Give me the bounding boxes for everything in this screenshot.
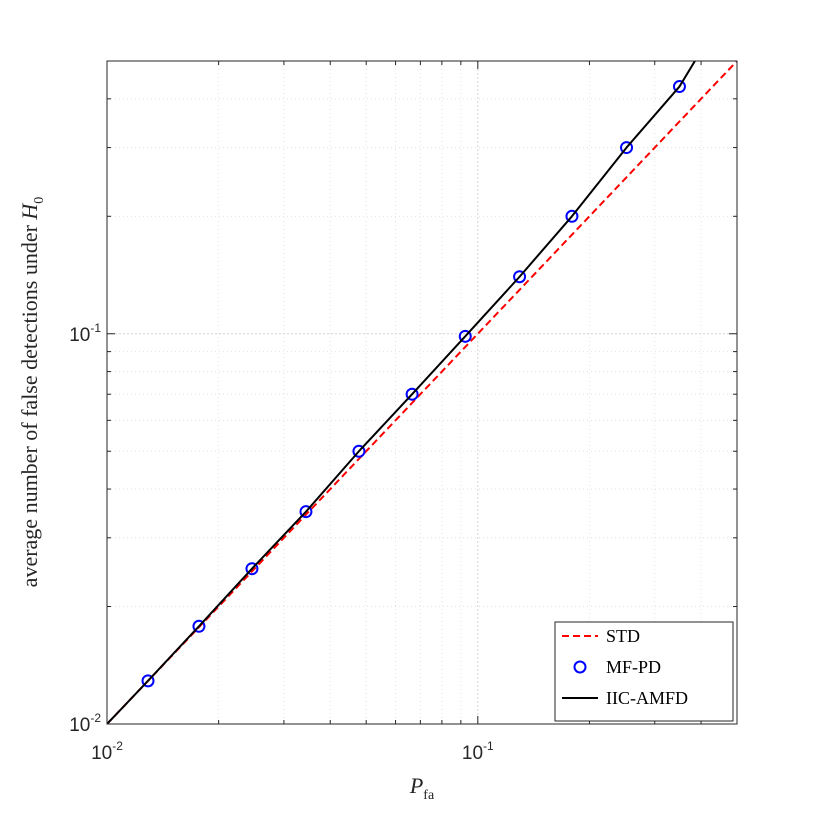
x-tick-label: 10-2 — [91, 739, 123, 764]
data-point-mf-pd — [299, 505, 313, 519]
data-point-mf-pd — [565, 209, 579, 223]
legend-label-mf-pd: MF-PD — [606, 657, 661, 677]
y-tick-label: 10-2 — [69, 711, 101, 736]
series-line-iic-amfd — [107, 61, 696, 724]
data-point-mf-pd — [458, 329, 472, 343]
x-axis-label: Pfa — [409, 773, 435, 803]
plot-frame — [106, 60, 738, 725]
series-line-std — [107, 61, 737, 724]
axes: 10-2 10-1 10-2 10-1 — [69, 60, 738, 764]
data-point-mf-pd — [192, 619, 206, 633]
legend-label-std: STD — [606, 626, 640, 646]
legend-label-iic-amfd: IIC-AMFD — [606, 688, 688, 708]
data-point-mf-pd — [405, 387, 419, 401]
series-group — [107, 61, 737, 724]
legend-swatch-mf-pd — [573, 660, 587, 674]
data-point-mf-pd — [513, 270, 527, 284]
legend: STD MF-PD IIC-AMFD — [554, 621, 734, 722]
series-layer — [107, 61, 737, 724]
data-point-mf-pd — [245, 562, 259, 576]
y-axis-label: average number of false detections under… — [17, 197, 47, 588]
y-tick-label: 10-1 — [69, 321, 101, 346]
data-point-mf-pd — [672, 80, 686, 94]
data-point-mf-pd — [352, 444, 366, 458]
x-tick-label: 10-1 — [462, 739, 494, 764]
data-point-mf-pd — [620, 141, 634, 155]
data-point-mf-pd — [141, 674, 155, 688]
